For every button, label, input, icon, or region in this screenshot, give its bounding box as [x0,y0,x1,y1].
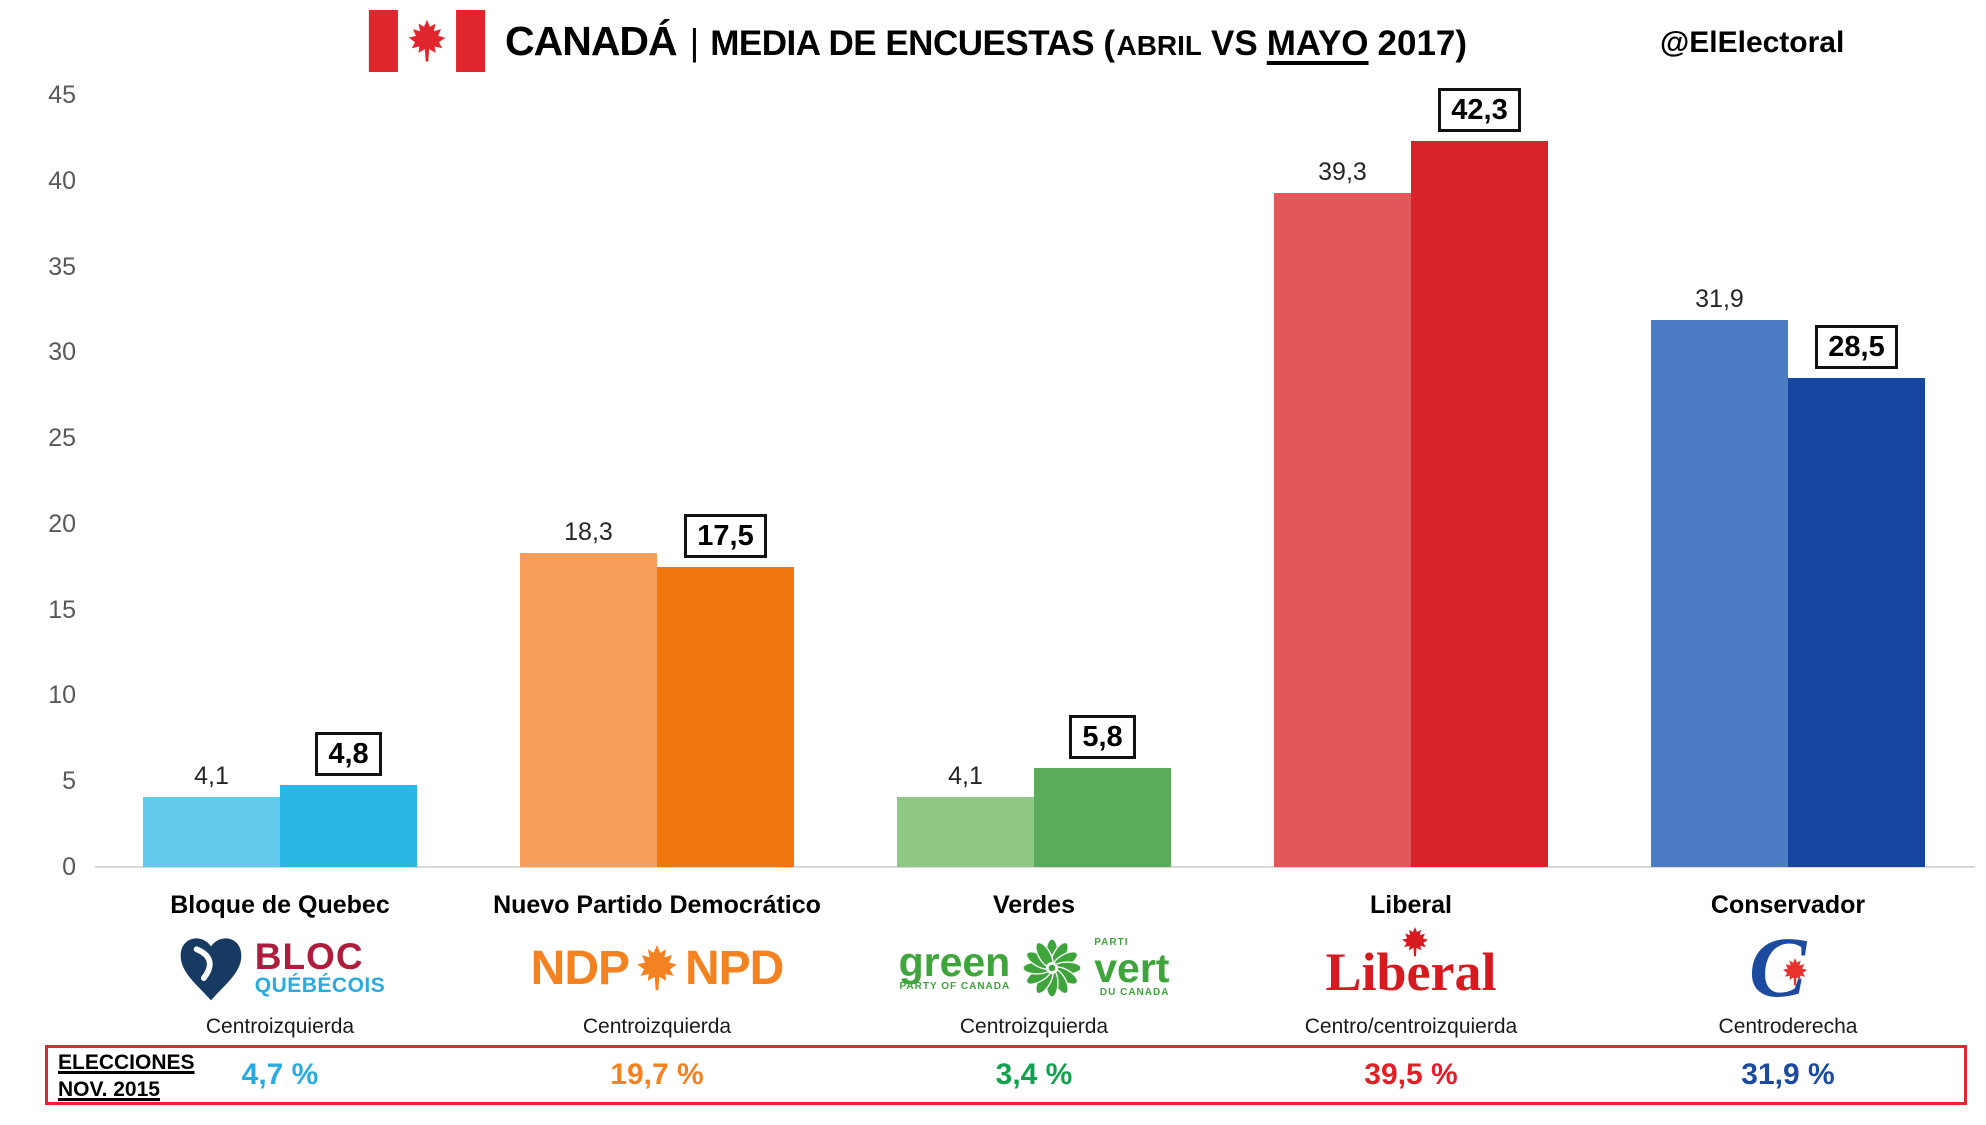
bar-mayo [280,784,417,867]
bloc-quebecois-logo: BLOC QUÉBÉCOIS [175,932,386,1004]
election-2015-value: 31,9 % [1741,1058,1835,1091]
twitter-handle: @ElElectoral [1660,26,1845,59]
bloc-logo-text: BLOC [254,935,364,977]
mayo-value: 5,8 [1069,714,1136,759]
canada-flag-icon [368,10,486,72]
election-2015-value: 39,5 % [1364,1058,1458,1091]
party-name: Conservador [1710,891,1866,919]
y-axis-tick-label: 0 [62,853,76,881]
party-orientation: Centroizquierda [959,1015,1109,1038]
bar-mayo [1034,767,1171,867]
title-separator: | [689,22,700,63]
bar-april [143,796,280,867]
liberal-logo-text: Liberal [1325,942,1497,1002]
title-month-to: MAYO [1266,24,1369,63]
party-orientation: Centro/centroizquierda [1304,1015,1518,1038]
bar-mayo [1411,141,1548,867]
conservative-logo: C [1749,924,1827,1010]
election-label-line2: NOV. 2015 [58,1078,160,1101]
vert-logo-suptext: PARTI [1094,937,1129,948]
y-axis-tick-label: 35 [48,252,76,281]
mayo-value-box: 28,5 [1782,325,1931,370]
mayo-value-box: 42,3 [1405,88,1554,133]
y-axis-tick-label: 30 [48,338,76,367]
title-main: MEDIA DE ENCUESTAS ( [710,24,1115,63]
title-year: 2017) [1377,24,1468,63]
party-logo: NDP NPD [469,926,845,1010]
maple-leaf-icon [1400,927,1430,957]
mayo-value: 17,5 [684,513,767,558]
party-orientation: Centroderecha [1718,1015,1858,1038]
party-orientation: Centroizquierda [205,1015,355,1038]
maple-leaf-icon [634,945,680,991]
party-name: Nuevo Partido Democrático [493,891,821,919]
liberal-logo: Liberal [1326,944,1497,1000]
party-orientation: Centroizquierda [582,1015,732,1038]
april-value-label: 18,3 [564,518,613,547]
bar-mayo [657,566,794,867]
green-party-logo: green PARTY OF CANADA PARTI vert DU CANADA [899,935,1170,1001]
y-axis-tick-label: 10 [48,681,76,710]
party-logo: BLOC QUÉBÉCOIS [92,926,468,1010]
mayo-value: 4,8 [315,731,382,776]
party-name: Bloque de Quebec [170,891,390,919]
party-logo: green PARTY OF CANADA PARTI vert DU CANADA [846,926,1222,1010]
april-value-label: 31,9 [1695,284,1744,313]
bar-mayo [1788,378,1925,867]
mayo-value-box: 4,8 [274,731,423,776]
x-axis-line [95,866,1975,868]
bloc-heart-icon [180,938,242,1001]
ndp-logo: NDP NPD [530,941,785,996]
election-2015-value: 19,7 % [610,1058,704,1091]
title-country: CANADÁ [505,18,678,64]
bloc-logo-subtext: QUÉBÉCOIS [254,973,386,997]
election-label-line1: ELECCIONES [58,1051,195,1074]
chart-title: CANADÁ | MEDIA DE ENCUESTAS (ABRIL VS MAYO 20… [505,12,1467,80]
green-logo-text: green [898,939,1011,985]
title-month-from: ABRIL [1116,30,1203,61]
election-2015-box [45,1045,1967,1105]
party-logo: Liberal [1223,926,1599,1010]
y-axis-tick-label: 15 [48,595,76,624]
mayo-value-box: 5,8 [1028,714,1177,759]
party-logo: C [1600,924,1976,1010]
bar-april [1274,192,1411,867]
mayo-value: 42,3 [1438,88,1521,133]
title-vs: VS [1211,24,1258,63]
bar-april [1651,319,1788,867]
party-name: Verdes [992,891,1075,919]
election-2015-value: 4,7 % [241,1058,319,1091]
green-flower-icon [1022,938,1082,998]
mayo-value-box: 17,5 [651,513,800,558]
april-value-label: 39,3 [1318,157,1367,186]
y-axis-tick-label: 45 [48,81,76,110]
y-axis-tick-label: 5 [62,767,76,796]
bar-april [897,796,1034,867]
bar-april [520,553,657,867]
y-axis-tick-label: 25 [48,424,76,453]
y-axis-tick-label: 20 [48,509,76,538]
vert-logo-subtext: DU CANADA [1099,987,1170,998]
vert-logo-text: vert [1094,945,1170,991]
green-logo-subtext: PARTY OF CANADA [899,981,1011,992]
y-axis-tick-label: 40 [48,166,76,195]
election-2015-value: 3,4 % [995,1058,1073,1091]
april-value-label: 4,1 [948,761,983,790]
ndp-logo-text-right: NPD [685,941,784,995]
election-2015-label: ELECCIONES NOV. 2015 [58,1049,195,1103]
april-value-label: 4,1 [194,761,229,790]
maple-leaf-icon [1781,958,1809,986]
mayo-value: 28,5 [1815,325,1898,370]
ndp-logo-text-left: NDP [530,941,630,995]
party-name: Liberal [1370,891,1452,919]
